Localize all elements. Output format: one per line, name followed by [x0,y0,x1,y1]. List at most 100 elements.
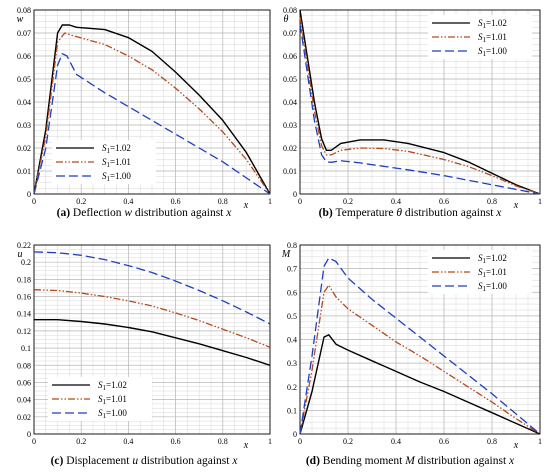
y-tick-label: 0.1 [287,406,297,415]
x-axis-label: x [513,440,519,451]
legend: S1=1.02 S1=1.01 S1=1.00 [52,140,156,184]
x-tick-label: 0 [32,197,36,206]
chart-panel-c: 0 0.2 0.4 0.6 0.8 1 0 0.02 0.04 0.06 0.08 0.1 0.12 0.… [17,241,272,467]
y-tick-label: 0.08 [17,6,31,15]
legend-entry: S1=1.01 [478,267,507,279]
x-tick-label: 0 [298,437,302,446]
y-tick-label: 0.06 [17,52,31,61]
y-tick-label: 0.3 [287,359,297,368]
legend-entry: S1=1.02 [102,143,131,155]
chart-panel-d: 0 0.2 0.4 0.6 0.8 100.10.20.30.40.50.60.70.8M… [281,241,542,467]
y-tick-label: 0.2 [287,383,297,392]
chart-panel-b: 0 0.2 0.4 0.6 0.8 1 0 0.01 0.02 0.03 0.04 0.05 0.06 0… [283,6,542,219]
series-line-3 [299,257,541,435]
y-tick-label: 0.07 [283,29,297,38]
x-tick-label: 0.8 [487,197,497,206]
y-tick-label: 0.02 [17,413,31,422]
legend-entry: S1=1.01 [478,32,507,44]
x-tick-label: 0 [298,197,302,206]
y-tick-label: 0.07 [17,29,31,38]
legend-entry: S1=1.02 [478,18,507,30]
x-tick-label: 0.6 [171,197,181,206]
panel-caption: (c) Displacement u distribution against … [51,455,239,467]
y-axis-label: M [281,249,291,260]
y-tick-label: 0.02 [17,144,31,153]
y-tick-label: 0.16 [17,293,31,302]
y-tick-label: 0.04 [17,396,31,405]
y-tick-label: 0.01 [283,167,297,176]
y-tick-label: 0.14 [17,310,31,319]
y-tick-label: 0.22 [17,241,31,250]
x-tick-label: 0.4 [391,197,401,206]
x-tick-label: 1 [538,437,542,446]
legend: S1=1.02 S1=1.01 S1=1.00 [428,15,532,59]
y-tick-label: 0 [27,190,31,199]
x-tick-label: 0 [32,437,36,446]
series-line-1 [299,334,541,435]
x-tick-label: 0.6 [171,437,181,446]
y-tick-label: 0.08 [283,6,297,15]
x-tick-label: 0.8 [218,437,228,446]
legend-entry: S1=1.02 [98,380,127,392]
series-line-3 [33,251,271,325]
legend-entry: S1=1.02 [478,253,507,265]
plot-frame [33,9,271,195]
y-tick-label: 0.2 [21,258,31,267]
plot-frame [299,9,541,195]
x-tick-label: 0.2 [76,197,86,206]
x-tick-label: 1 [268,197,272,206]
y-axis-label: u [18,249,23,260]
x-tick-label: 0.2 [343,197,353,206]
y-tick-label: 0 [293,430,297,439]
x-tick-label: 0.2 [76,437,86,446]
y-tick-label: 0.04 [17,98,31,107]
y-tick-label: 0.08 [17,361,31,370]
y-tick-label: 0.05 [17,75,31,84]
y-tick-label: 0.4 [287,336,297,345]
series-line-2 [299,284,541,435]
y-axis-label: w [17,14,24,25]
legend-entry: S1=1.00 [478,281,507,293]
y-tick-label: 0.03 [283,121,297,130]
legend: S1=1.02 S1=1.01 S1=1.00 [48,377,152,421]
legend-entry: S1=1.00 [98,408,127,420]
y-tick-label: 0.12 [17,327,31,336]
series-line-3 [299,23,541,195]
legend-entry: S1=1.01 [102,157,131,169]
x-tick-label: 0.8 [487,437,497,446]
x-axis-label: x [243,200,249,211]
y-tick-label: 0.01 [17,167,31,176]
y-tick-label: 0.7 [287,265,297,274]
x-tick-label: 0.6 [439,437,449,446]
y-tick-label: 0.05 [283,75,297,84]
series-line-2 [33,32,271,195]
series-line-2 [33,289,271,348]
series-line-3 [33,53,271,195]
x-tick-label: 0.6 [439,197,449,206]
plot-frame [299,244,541,435]
y-tick-label: 0.04 [283,98,297,107]
x-tick-label: 0.8 [218,197,228,206]
legend-entry: S1=1.00 [102,171,131,183]
y-axis-label: θ [284,14,289,25]
x-tick-label: 1 [538,197,542,206]
y-tick-label: 0.02 [283,144,297,153]
legend: S1=1.02 S1=1.01 S1=1.00 [428,250,532,294]
y-tick-label: 0.5 [287,312,297,321]
legend-entry: S1=1.01 [98,394,127,406]
y-tick-label: 0.03 [17,121,31,130]
y-tick-label: 0.18 [17,275,31,284]
y-tick-label: 0.06 [17,378,31,387]
y-tick-label: 0.8 [287,241,297,250]
series-line-1 [299,9,541,195]
y-tick-label: 0.06 [283,52,297,61]
panel-caption: (a) Deflection w distribution against x [57,207,233,219]
chart-panel-a: 0 0.2 0.4 0.6 0.8 1 0 0.01 0.02 0.03 0.04 0.05 0.06 0… [17,6,272,219]
plot-frame [33,244,271,435]
legend-entry: S1=1.00 [478,46,507,58]
x-tick-label: 0.4 [391,437,401,446]
y-tick-label: 0.1 [21,344,31,353]
x-tick-label: 0.4 [123,197,133,206]
grid-major [300,10,540,194]
